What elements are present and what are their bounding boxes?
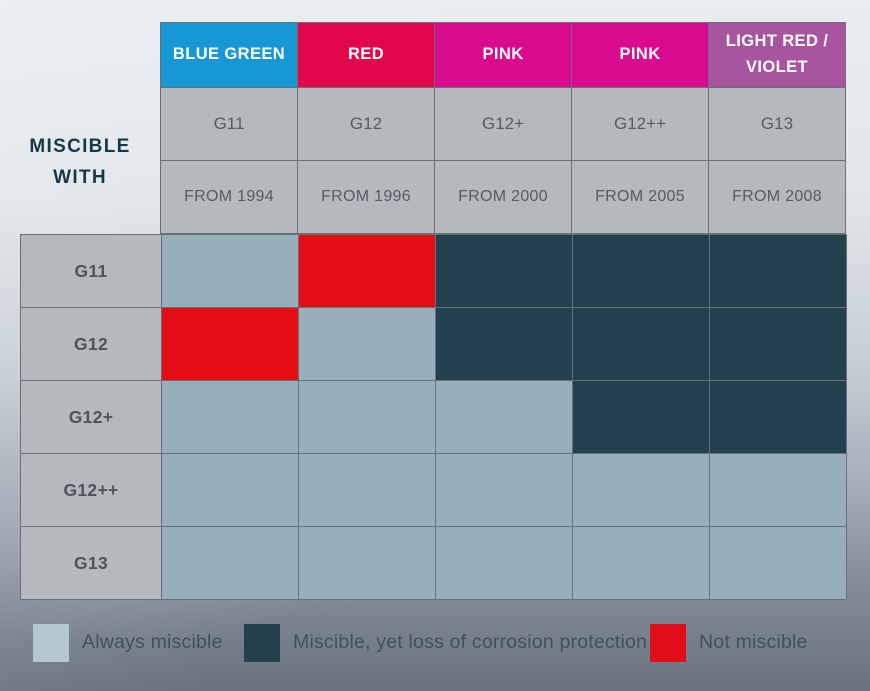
- column-color-header: PINK: [572, 23, 708, 87]
- matrix-cell-always: [162, 235, 298, 307]
- column-from-year: FROM 2000: [435, 161, 571, 233]
- column-color-header: LIGHT RED / VIOLET: [709, 23, 845, 87]
- legend-label: Not miscible: [699, 631, 808, 653]
- matrix-cell-loss: [573, 308, 709, 380]
- matrix-cell-loss: [573, 381, 709, 453]
- row-label: G12+: [21, 381, 161, 453]
- matrix-cell-always: [162, 454, 298, 526]
- matrix-cell-always: [436, 527, 572, 599]
- matrix-cell-loss: [436, 308, 572, 380]
- row-label: G11: [21, 235, 161, 307]
- matrix-cell-loss: [573, 235, 709, 307]
- header-table: BLUE GREEN RED PINK PINK LIGHT RED / VIOLET G…: [160, 22, 846, 234]
- corner-label-text: MISCIBLE WITH: [29, 135, 131, 188]
- legend-item-always: Always miscible: [33, 623, 223, 662]
- legend-swatch-always: [33, 623, 69, 662]
- column-from-year: FROM 2008: [709, 161, 845, 233]
- legend-item-not: Not miscible: [650, 623, 808, 662]
- matrix-cell-always: [299, 308, 435, 380]
- column-code: G11: [161, 88, 297, 160]
- matrix-cell-not: [162, 308, 298, 380]
- legend-swatch-loss: [244, 623, 280, 662]
- legend-item-loss: Miscible, yet loss of corrosion protecti…: [244, 623, 647, 662]
- matrix-cell-loss: [710, 381, 846, 453]
- column-color-header: RED: [298, 23, 434, 87]
- matrix-cell-always: [162, 381, 298, 453]
- matrix-cell-always: [710, 454, 846, 526]
- column-code: G12++: [572, 88, 708, 160]
- matrix-cell-loss: [436, 235, 572, 307]
- matrix-cell-always: [573, 527, 709, 599]
- legend-label: Always miscible: [82, 631, 223, 653]
- matrix-cell-not: [299, 235, 435, 307]
- matrix-cell-always: [299, 381, 435, 453]
- matrix-cell-always: [710, 527, 846, 599]
- column-color-header: BLUE GREEN: [161, 23, 297, 87]
- matrix-cell-always: [162, 527, 298, 599]
- column-code: G12+: [435, 88, 571, 160]
- matrix-cell-always: [299, 454, 435, 526]
- column-from-year: FROM 2005: [572, 161, 708, 233]
- column-color-header: PINK: [435, 23, 571, 87]
- matrix-cell-always: [573, 454, 709, 526]
- row-label: G12++: [21, 454, 161, 526]
- column-code: G13: [709, 88, 845, 160]
- matrix-cell-loss: [710, 235, 846, 307]
- legend-swatch-not: [650, 623, 686, 662]
- row-label: G12: [21, 308, 161, 380]
- matrix-cell-always: [299, 527, 435, 599]
- matrix-cell-always: [436, 381, 572, 453]
- matrix-cell-loss: [710, 308, 846, 380]
- corner-label: MISCIBLE WITH: [0, 92, 160, 232]
- body-table: G11 G12 G12+ G12++ G13: [20, 234, 847, 600]
- column-from-year: FROM 1996: [298, 161, 434, 233]
- row-label: G13: [21, 527, 161, 599]
- column-code: G12: [298, 88, 434, 160]
- legend-label: Miscible, yet loss of corrosion protecti…: [293, 631, 648, 653]
- matrix-cell-always: [436, 454, 572, 526]
- column-from-year: FROM 1994: [161, 161, 297, 233]
